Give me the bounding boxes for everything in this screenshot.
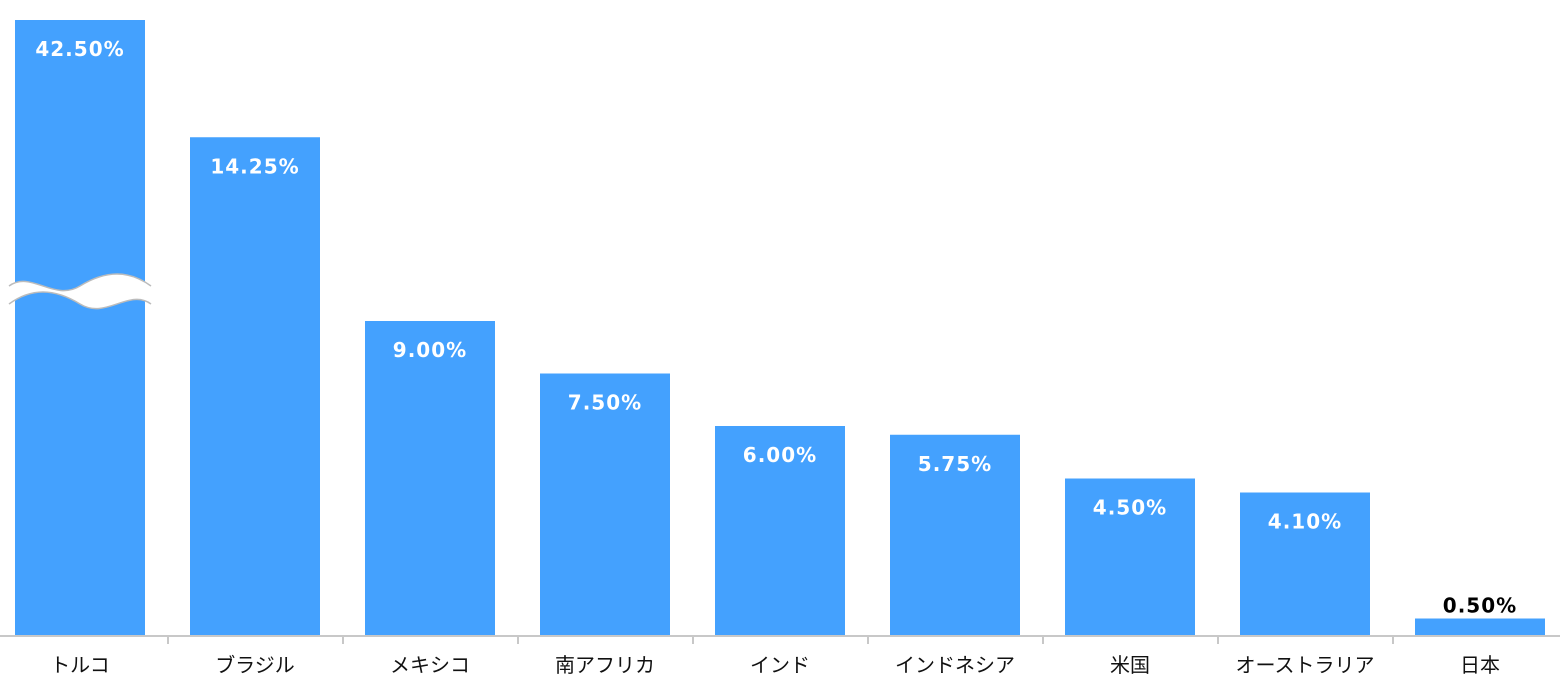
- bar-7: [1240, 492, 1370, 636]
- bar-4: [715, 426, 845, 636]
- axis-break-edge-bottom: [8, 291, 152, 310]
- value-label-7: 4.10%: [1268, 510, 1342, 534]
- category-label-8: 日本: [1460, 653, 1500, 677]
- value-labels: 42.50% 14.25% 9.00% 7.50% 6.00% 5.75% 4.50% 4.1…: [35, 37, 1517, 618]
- bar-0: [15, 20, 145, 636]
- value-label-2: 9.00%: [393, 338, 467, 362]
- bar-2: [365, 321, 495, 636]
- value-label-8: 0.50%: [1443, 594, 1517, 618]
- category-labels: トルコ ブラジル メキシコ 南アフリカ インド インドネシア 米国 オーストラリア 日本: [50, 653, 1500, 677]
- category-label-3: 南アフリカ: [555, 653, 655, 677]
- category-label-5: インドネシア: [895, 653, 1015, 677]
- axis-break-band: [9, 274, 151, 309]
- bar-1: [190, 137, 320, 636]
- value-label-3: 7.50%: [568, 391, 642, 415]
- bar-3: [540, 373, 670, 636]
- bar-8: [1415, 618, 1545, 636]
- value-label-1: 14.25%: [210, 154, 299, 178]
- value-label-6: 4.50%: [1093, 496, 1167, 520]
- value-label-5: 5.75%: [918, 452, 992, 476]
- value-label-4: 6.00%: [743, 443, 817, 467]
- category-label-0: トルコ: [50, 653, 110, 677]
- bar-6: [1065, 478, 1195, 636]
- x-axis-ticks: [167, 636, 1394, 644]
- value-label-0: 42.50%: [35, 37, 124, 61]
- category-label-2: メキシコ: [390, 653, 470, 677]
- category-label-7: オーストラリア: [1236, 653, 1375, 677]
- category-label-4: インド: [750, 653, 810, 677]
- category-label-6: 米国: [1110, 653, 1150, 677]
- bars: [8, 20, 1545, 636]
- axis-break-edge-top: [8, 273, 152, 292]
- bar-5: [890, 434, 1020, 636]
- category-label-1: ブラジル: [215, 653, 295, 677]
